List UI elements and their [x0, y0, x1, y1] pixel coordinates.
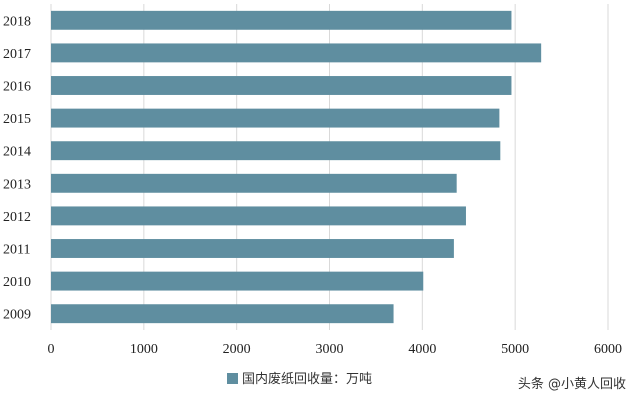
- x-tick-label: 4000: [408, 342, 436, 357]
- bar-2016: [51, 76, 512, 95]
- x-tick-labels: 0 1000 2000 3000 4000 5000 6000: [48, 342, 623, 357]
- bar-2011: [51, 239, 454, 258]
- legend-swatch: [227, 373, 238, 384]
- watermark: 头条 @小黄人回收: [517, 377, 626, 392]
- x-tick-label: 5000: [501, 342, 529, 357]
- category-label-2016: 2016: [3, 80, 31, 95]
- x-tick-label: 1000: [130, 342, 158, 357]
- category-label-2009: 2009: [3, 308, 31, 323]
- x-tick-label: 2000: [223, 342, 251, 357]
- bar-2015: [51, 108, 500, 128]
- category-label-2014: 2014: [3, 145, 31, 160]
- legend-label: 国内废纸回收量：万吨: [242, 371, 372, 387]
- category-labels: 2018 2017 2016 2015 2014 2013 2012 2011 2010 2009: [3, 14, 31, 322]
- x-tick-label: 0: [48, 342, 55, 357]
- bar-2012: [51, 206, 466, 226]
- bars: [51, 10, 542, 324]
- legend: 国内废纸回收量：万吨: [227, 371, 372, 387]
- bar-2014: [51, 141, 501, 161]
- bar-2018: [51, 10, 512, 30]
- category-label-2011: 2011: [3, 243, 30, 258]
- category-label-2013: 2013: [3, 177, 31, 192]
- bar-2013: [51, 173, 457, 193]
- bar-2017: [51, 43, 542, 63]
- category-label-2018: 2018: [3, 14, 31, 29]
- category-label-2010: 2010: [3, 275, 31, 290]
- category-label-2012: 2012: [3, 210, 31, 225]
- bar-2009: [51, 304, 394, 324]
- category-label-2015: 2015: [3, 112, 31, 127]
- bar-2010: [51, 271, 424, 291]
- category-label-2017: 2017: [3, 47, 31, 62]
- x-tick-label: 6000: [594, 342, 622, 357]
- x-tick-label: 3000: [316, 342, 344, 357]
